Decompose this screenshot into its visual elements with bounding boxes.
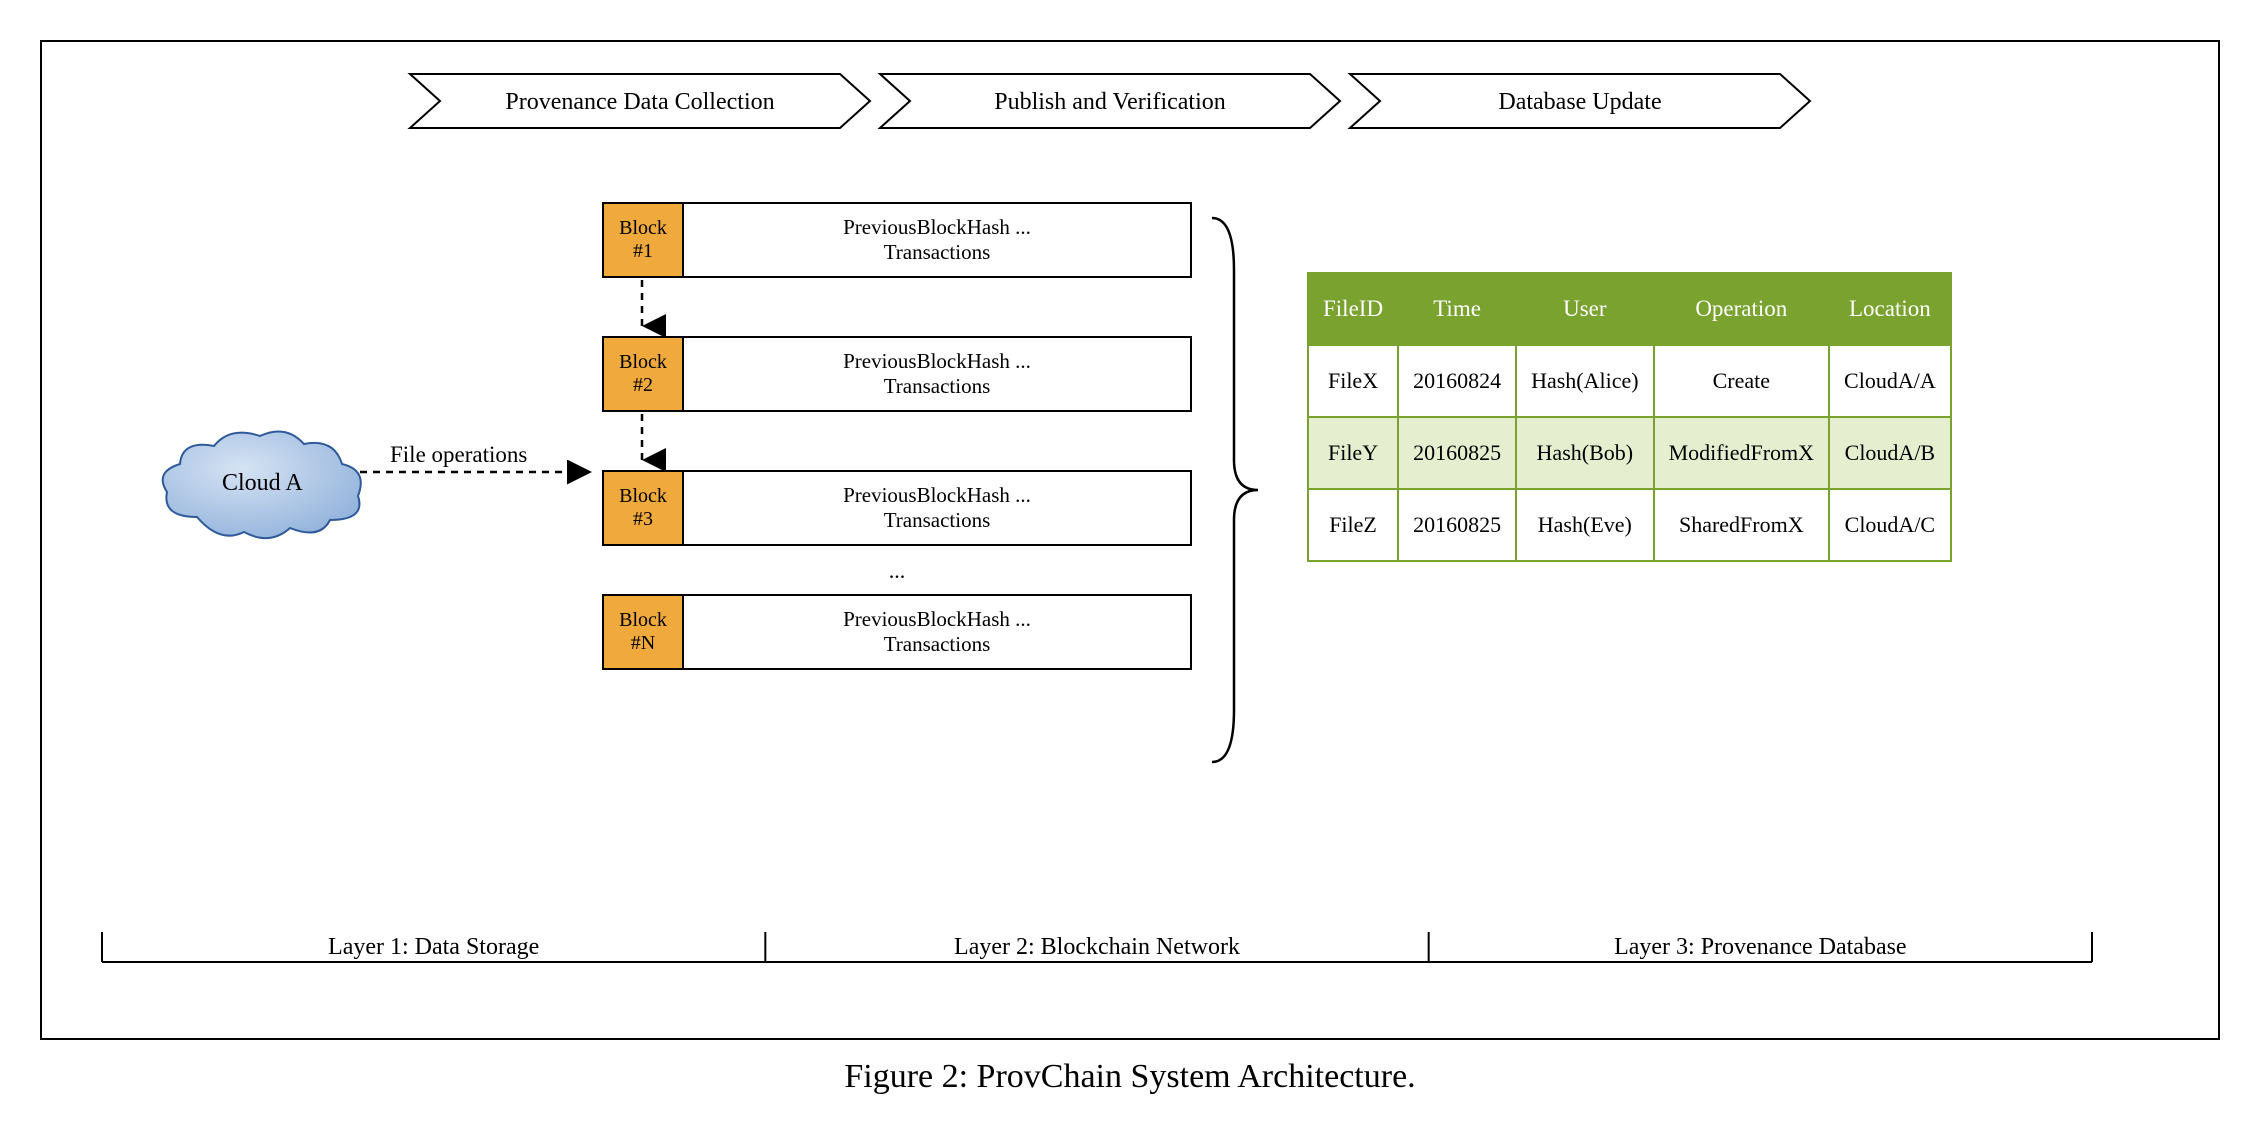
- table-header: Location: [1829, 273, 1951, 345]
- table-cell: Hash(Alice): [1516, 345, 1654, 417]
- cloud: Cloud A: [152, 422, 372, 557]
- brace: [1202, 210, 1272, 775]
- layer-label-1: Layer 2: Blockchain Network: [954, 934, 1240, 960]
- block-number: Block#2: [602, 336, 684, 412]
- block-body: PreviousBlockHash ...Transactions: [684, 594, 1192, 670]
- table-cell: FileZ: [1308, 489, 1398, 561]
- phase-label-1: Publish and Verification: [994, 89, 1226, 115]
- table-cell: FileY: [1308, 417, 1398, 489]
- layer-label-2: Layer 3: Provenance Database: [1614, 934, 1907, 960]
- figure-caption: Figure 2: ProvChain System Architecture.: [40, 1058, 2220, 1096]
- diagram-frame: Provenance Data Collection Publish and Ve…: [40, 40, 2220, 1040]
- block-body: PreviousBlockHash ...Transactions: [684, 202, 1192, 278]
- layer-ruler: Layer 1: Data Storage Layer 2: Blockchain…: [102, 916, 2158, 996]
- table-cell: 20160825: [1398, 417, 1516, 489]
- table-row: FileX20160824Hash(Alice)CreateCloudA/A: [1308, 345, 1951, 417]
- table-cell: SharedFromX: [1654, 489, 1829, 561]
- block-row-0: Block#1PreviousBlockHash ...Transactions: [602, 202, 1192, 278]
- cloud-icon: [152, 422, 372, 552]
- table-header: Time: [1398, 273, 1516, 345]
- phase-row: Provenance Data Collection Publish and Ve…: [72, 72, 2188, 132]
- block-number: Block#3: [602, 470, 684, 546]
- brace-icon: [1202, 210, 1272, 770]
- block-ellipsis: ...: [602, 558, 1192, 584]
- phase-label-0: Provenance Data Collection: [505, 89, 774, 115]
- phase-label-2: Database Update: [1498, 89, 1661, 115]
- block-row-3: Block#NPreviousBlockHash ...Transactions: [602, 594, 1192, 670]
- table-cell: Create: [1654, 345, 1829, 417]
- block-row-1: Block#2PreviousBlockHash ...Transactions: [602, 336, 1192, 412]
- table-header: User: [1516, 273, 1654, 345]
- block-body: PreviousBlockHash ...Transactions: [684, 470, 1192, 546]
- block-number: Block#1: [602, 202, 684, 278]
- block-link-arrow: [626, 412, 666, 470]
- table-cell: FileX: [1308, 345, 1398, 417]
- table-cell: CloudA/C: [1829, 489, 1951, 561]
- table-cell: Hash(Bob): [1516, 417, 1654, 489]
- block-link-arrow: [626, 278, 666, 336]
- table-cell: CloudA/A: [1829, 345, 1951, 417]
- layer-ruler-svg: Layer 1: Data Storage Layer 2: Blockchain…: [102, 916, 2102, 996]
- table-header: Operation: [1654, 273, 1829, 345]
- block-row-2: Block#3PreviousBlockHash ...Transactions: [602, 470, 1192, 546]
- table-cell: CloudA/B: [1829, 417, 1951, 489]
- phase-arrows-svg: Provenance Data Collection Publish and Ve…: [410, 72, 1850, 132]
- block-body: PreviousBlockHash ...Transactions: [684, 336, 1192, 412]
- table-cell: 20160825: [1398, 489, 1516, 561]
- blockchain-column: Block#1PreviousBlockHash ...Transactions…: [602, 202, 1192, 670]
- file-operations-label: File operations: [390, 442, 527, 468]
- table-cell: ModifiedFromX: [1654, 417, 1829, 489]
- table-row: FileZ20160825Hash(Eve)SharedFromXCloudA/…: [1308, 489, 1951, 561]
- provenance-table: FileIDTimeUserOperationLocationFileX2016…: [1307, 272, 1952, 562]
- layer-label-0: Layer 1: Data Storage: [328, 934, 539, 960]
- table-row: FileY20160825Hash(Bob)ModifiedFromXCloud…: [1308, 417, 1951, 489]
- block-number: Block#N: [602, 594, 684, 670]
- table-header: FileID: [1308, 273, 1398, 345]
- table-cell: 20160824: [1398, 345, 1516, 417]
- table-cell: Hash(Eve): [1516, 489, 1654, 561]
